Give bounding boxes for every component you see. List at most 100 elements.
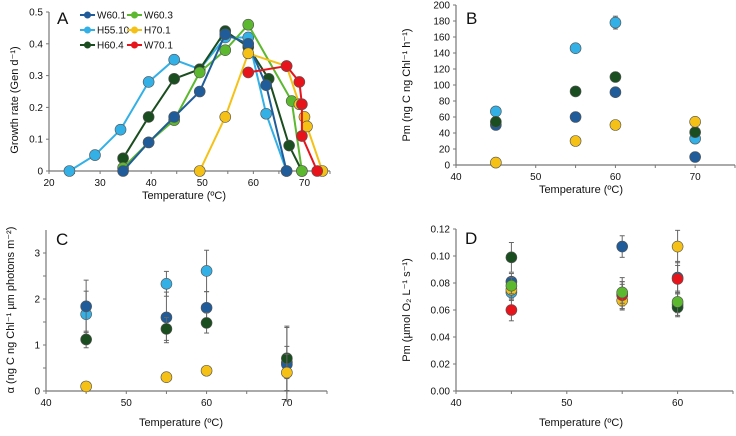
x-tick-label: 40 xyxy=(40,398,52,409)
data-point xyxy=(89,149,101,161)
panel-label: D xyxy=(465,229,477,248)
y-tick-label: 0.04 xyxy=(431,333,451,344)
series-H55.10 xyxy=(505,281,684,316)
legend-swatch-marker xyxy=(84,26,91,34)
x-tick-label: 70 xyxy=(690,172,702,183)
y-tick-label: 1 xyxy=(34,341,40,352)
y-tick-label: 0.06 xyxy=(431,306,451,317)
panel-C: 40 50 60 70 0 1 2 3 Temperature (ºC) α (ng C ng C… xyxy=(5,227,328,429)
y-tick-label: 0 xyxy=(37,167,43,178)
data-point xyxy=(117,165,129,177)
series-H60.4 xyxy=(80,312,293,392)
series-H55.10 xyxy=(63,31,293,177)
legend-label: W70.1 xyxy=(144,41,173,52)
panel-label: A xyxy=(57,9,69,28)
data-point xyxy=(80,380,92,393)
y-tick-label: 0.10 xyxy=(431,252,451,263)
legend-swatch-marker xyxy=(84,11,91,19)
data-point xyxy=(242,18,255,31)
data-point xyxy=(311,165,324,177)
legend-item: W70.1 xyxy=(127,41,173,52)
x-tick-label: 50 xyxy=(561,398,573,409)
x-tick-label: 30 xyxy=(95,178,107,189)
series-W60.3 xyxy=(505,277,684,314)
y-tick-label: 160 xyxy=(433,33,450,44)
data-point xyxy=(168,53,180,66)
data-point xyxy=(689,126,701,138)
data-point xyxy=(609,71,622,83)
series-line xyxy=(248,64,319,172)
data-point xyxy=(242,47,255,60)
y-tick-label: 20 xyxy=(439,145,451,156)
panel-label: B xyxy=(466,9,477,28)
data-point xyxy=(142,76,155,88)
data-point xyxy=(490,105,502,118)
x-tick-label: 60 xyxy=(672,398,684,409)
x-tick-label: 70 xyxy=(299,178,311,189)
y-axis-label: Growth rate (Gen d⁻¹) xyxy=(9,46,21,153)
data-point xyxy=(505,279,518,292)
data-point xyxy=(80,300,92,313)
y-axis-label: Pm (µmol O₂ L⁻¹ s⁻¹) xyxy=(401,258,413,362)
data-point xyxy=(168,72,180,85)
data-point xyxy=(193,85,206,98)
series-W70.1 xyxy=(242,60,324,177)
x-axis-label: Temperature (ºC) xyxy=(539,184,623,196)
data-point xyxy=(490,116,502,128)
y-tick-label: 0 xyxy=(34,387,40,398)
y-tick-label: 0.4 xyxy=(29,39,43,50)
x-tick-label: 40 xyxy=(450,398,462,409)
x-tick-label: 60 xyxy=(248,178,260,189)
data-point xyxy=(260,79,272,91)
series-W60.1 xyxy=(80,279,293,402)
data-point xyxy=(298,111,311,123)
panel-A: 20 30 40 50 60 70 0 0.1 0.2 0.3 0.4 0.5 Temperature … xyxy=(9,8,331,202)
y-tick-label: 0.1 xyxy=(29,135,43,146)
data-point xyxy=(296,130,308,142)
y-tick-label: 0.3 xyxy=(29,71,43,82)
x-tick-label: 40 xyxy=(450,172,462,183)
legend-swatch-marker xyxy=(84,41,91,49)
y-tick-label: 60 xyxy=(439,113,451,124)
data-point xyxy=(200,265,213,277)
data-point xyxy=(219,44,232,56)
panel-D: 40 50 60 0.00 0.02 0.04 0.06 0.08 0.10 0.12 Temper… xyxy=(401,225,734,429)
panel-label: C xyxy=(56,230,68,249)
series-W70.1 xyxy=(505,264,684,322)
data-point xyxy=(142,111,155,123)
data-point xyxy=(671,296,684,308)
data-point xyxy=(569,135,582,147)
x-tick-label: 20 xyxy=(43,178,55,189)
data-point xyxy=(80,333,92,346)
y-tick-label: 80 xyxy=(439,97,451,108)
legend-label: W60.3 xyxy=(144,11,173,22)
data-point xyxy=(296,165,308,177)
data-point xyxy=(569,111,582,123)
data-point xyxy=(616,286,629,299)
y-tick-label: 0.02 xyxy=(431,360,451,371)
data-point xyxy=(219,28,232,41)
x-axis-label: Temperature (ºC) xyxy=(539,417,623,429)
data-point xyxy=(168,111,180,123)
y-axis-label: α (ng C ng Chl⁻¹ µm photons m⁻²) xyxy=(5,227,17,394)
legend-label: W60.1 xyxy=(97,11,126,22)
legend-swatch-marker xyxy=(131,41,138,49)
x-tick-label: 70 xyxy=(281,398,293,409)
y-tick-label: 2 xyxy=(34,295,40,306)
x-tick-label: 60 xyxy=(201,398,213,409)
y-tick-label: 120 xyxy=(433,65,450,76)
y-tick-label: 40 xyxy=(439,129,451,140)
panel-B: 40 50 60 70 0 20 40 60 80 100 120 140 160 180 200 Tempe… xyxy=(401,1,736,196)
data-point xyxy=(293,76,306,88)
y-tick-label: 0 xyxy=(444,161,450,172)
series-W60.1 xyxy=(490,86,701,163)
series-line xyxy=(122,32,288,172)
y-tick-label: 200 xyxy=(433,1,450,12)
series-H60.4 xyxy=(505,242,684,318)
x-tick-label: 40 xyxy=(146,178,158,189)
legend-label: H55.10 xyxy=(97,26,130,37)
data-point xyxy=(505,304,518,316)
y-tick-label: 0.2 xyxy=(29,103,43,114)
y-tick-label: 0.5 xyxy=(29,8,43,19)
data-point xyxy=(609,86,622,98)
